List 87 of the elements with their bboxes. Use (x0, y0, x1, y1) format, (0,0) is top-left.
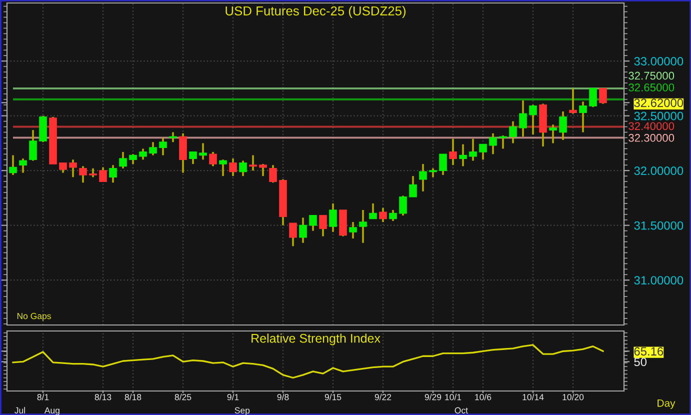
candlestick (599, 88, 607, 105)
candlestick (239, 160, 247, 177)
candlestick (249, 154, 257, 172)
candlestick (589, 88, 597, 108)
candlestick (199, 142, 207, 161)
candlestick (219, 158, 227, 177)
candlestick (519, 100, 527, 138)
candlestick (389, 209, 397, 222)
candlestick (149, 141, 157, 156)
x-tick-label: 9/1 (227, 394, 239, 400)
annotation: No Gaps (17, 312, 51, 321)
candlestick (29, 129, 37, 162)
x-tick-label: 8/13 (94, 394, 112, 400)
candlestick (159, 136, 167, 156)
y-tick-label: 33.00000 (634, 57, 684, 66)
text: Aug (44, 407, 60, 415)
candlestick (349, 221, 357, 240)
candlestick (479, 143, 487, 161)
candlestick (549, 124, 557, 144)
candlestick (59, 162, 67, 174)
y-tick-label: 32.00000 (634, 166, 684, 176)
candlestick (499, 134, 507, 150)
candlestick (489, 132, 497, 156)
candlestick (229, 158, 237, 177)
candlestick (169, 131, 177, 143)
x-tick-label: 8/25 (174, 394, 192, 400)
candlestick (449, 138, 457, 166)
candlestick (419, 163, 427, 192)
x-tick-label: 9/29 (424, 394, 442, 400)
candlestick (179, 132, 187, 174)
x-tick-label: 8/18 (124, 394, 142, 400)
candlestick (99, 166, 107, 182)
y-tick-label: 31.50000 (634, 221, 684, 230)
candlestick (119, 151, 127, 170)
x-tick-label: 10/6 (475, 394, 492, 400)
candlestick (529, 104, 537, 136)
candlestick (579, 100, 587, 134)
candlestick (109, 164, 117, 184)
chart-title: USD Futures Dec-25 (USDZ25) (226, 6, 406, 18)
y-tick-label: 65.16 (634, 347, 664, 356)
candlestick (299, 216, 307, 244)
candlestick (369, 202, 377, 220)
candlestick (209, 151, 217, 168)
candlestick (439, 153, 447, 176)
chart-title: Relative Strength Index (252, 334, 380, 346)
candlestick (259, 163, 267, 177)
candlestick (319, 214, 327, 238)
ref-line-label: 32.75000 (628, 72, 674, 80)
candlestick (9, 154, 17, 176)
text: Sep (234, 407, 250, 415)
text: Jul (14, 407, 25, 414)
candlestick (139, 148, 147, 161)
x-tick-label: 8/1 (37, 394, 49, 400)
x-axis-title: Day (658, 400, 676, 409)
candlestick (399, 194, 407, 216)
candlestick (79, 165, 87, 184)
candlestick (19, 158, 27, 174)
candlestick (289, 222, 297, 248)
candlestick (469, 138, 477, 162)
x-tick-label: 9/8 (277, 394, 289, 400)
candlestick (329, 202, 337, 233)
candlestick (509, 120, 517, 144)
x-tick-label: 9/22 (374, 394, 392, 400)
ref-line-label: 32.30000 (628, 134, 674, 142)
candlestick (309, 214, 317, 232)
ref-line-label: 32.40000 (628, 122, 674, 130)
text: Oct (454, 407, 468, 414)
candlestick (359, 209, 367, 244)
candlestick (459, 143, 467, 168)
candlestick (559, 110, 567, 141)
candlestick (69, 158, 77, 178)
x-tick-label: 10/20 (562, 394, 584, 400)
x-tick-label: 10/14 (522, 394, 544, 400)
candlestick (409, 175, 417, 198)
candlestick (269, 164, 277, 184)
line-series (12, 344, 604, 379)
y-tick-label: 31.00000 (634, 276, 684, 285)
y-tick-label: 32.50000 (634, 112, 684, 120)
y-tick-label: 32.62000 (634, 98, 684, 108)
y-tick-label: 50 (634, 358, 647, 366)
x-tick-label: 9/15 (324, 394, 342, 400)
candlestick (379, 206, 387, 223)
candlestick (129, 153, 137, 165)
candlestick (189, 151, 197, 165)
candlestick (569, 88, 577, 115)
ref-line-label: 32.65000 (628, 84, 674, 92)
x-tick-label: 10/1 (445, 394, 462, 400)
